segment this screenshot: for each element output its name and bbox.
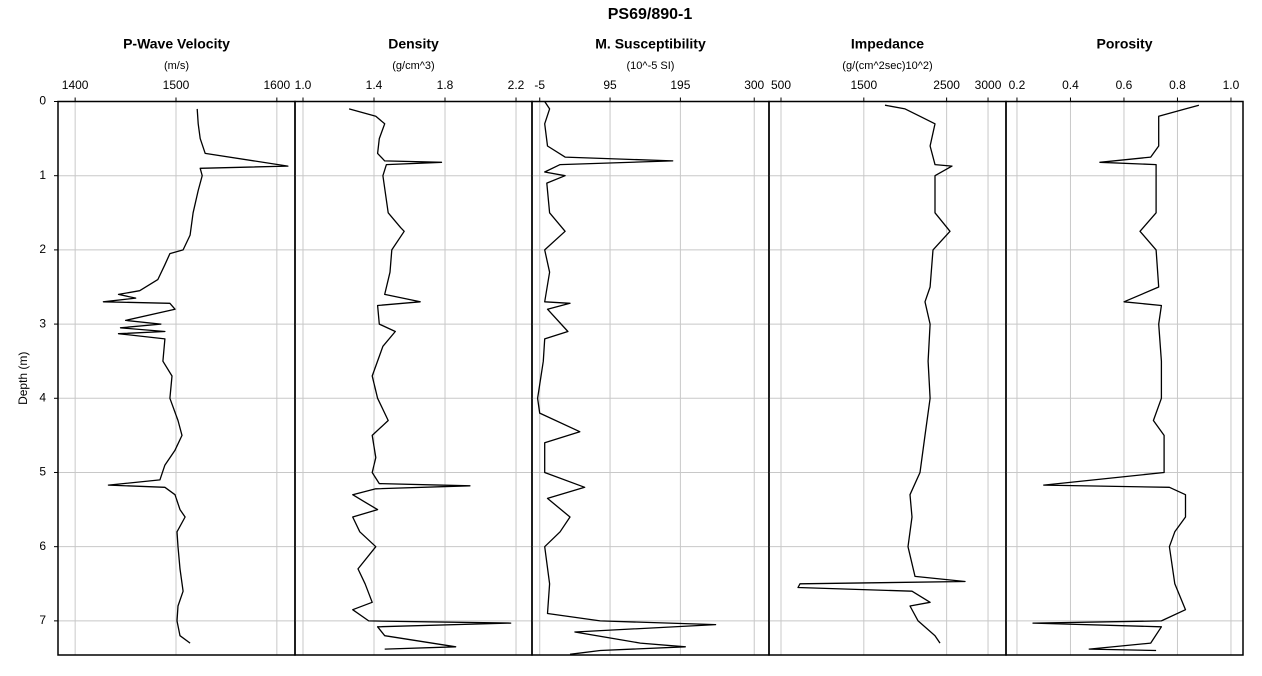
panel-unit: (g/cm^3)	[392, 60, 434, 72]
x-tick-label: 0.4	[1062, 78, 1079, 92]
x-tick-label: 1500	[850, 78, 877, 92]
panel-frame	[768, 100, 1007, 656]
x-tick-label: 2.2	[508, 78, 525, 92]
x-tick-label: 1.0	[295, 78, 312, 92]
y-tick-label: 7	[39, 613, 46, 627]
panel-frame	[57, 100, 296, 656]
x-tick-label: 0.2	[1009, 78, 1026, 92]
x-tick-label: 1.0	[1223, 78, 1240, 92]
x-tick-label: 1400	[62, 78, 89, 92]
chart-title: PS69/890-1	[608, 6, 693, 23]
x-tick-label: 0.8	[1169, 78, 1186, 92]
y-tick-label: 5	[39, 465, 46, 479]
y-tick-label: 2	[39, 242, 46, 256]
panel-title: Density	[388, 36, 439, 52]
x-tick-label: 2500	[933, 78, 960, 92]
log-trace	[102, 108, 289, 644]
y-tick-label: 4	[39, 390, 46, 404]
x-tick-label: -5	[534, 78, 545, 92]
panel-title: Porosity	[1096, 36, 1152, 52]
x-tick-label: 300	[744, 78, 764, 92]
x-tick-label: 500	[771, 78, 791, 92]
x-tick-label: 1.4	[366, 78, 383, 92]
x-tick-label: 1.8	[437, 78, 454, 92]
log-trace	[1032, 104, 1200, 652]
x-tick-label: 195	[670, 78, 690, 92]
panel-title: Impedance	[851, 36, 924, 52]
y-tick-label: 6	[39, 539, 46, 553]
panel-title: M. Susceptibility	[595, 36, 706, 52]
panel-unit: (m/s)	[164, 60, 189, 72]
y-tick-label: 3	[39, 316, 46, 330]
panel-frame	[1005, 100, 1244, 656]
x-tick-label: 0.6	[1116, 78, 1133, 92]
y-tick-label: 0	[39, 94, 46, 108]
x-tick-label: 3000	[975, 78, 1002, 92]
log-trace	[536, 101, 717, 655]
x-tick-label: 1600	[263, 78, 290, 92]
panel-unit: (10^-5 SI)	[627, 60, 675, 72]
y-axis-label: Depth (m)	[16, 352, 30, 405]
x-tick-label: 1500	[163, 78, 190, 92]
panel-unit: (g/(cm^2sec)10^2)	[842, 60, 932, 72]
log-trace	[348, 108, 512, 650]
panel-frame	[294, 100, 533, 656]
x-tick-label: 95	[603, 78, 617, 92]
y-tick-label: 1	[39, 168, 46, 182]
log-trace	[797, 104, 966, 644]
panel-frame	[531, 100, 770, 656]
panel-title: P-Wave Velocity	[123, 36, 230, 52]
